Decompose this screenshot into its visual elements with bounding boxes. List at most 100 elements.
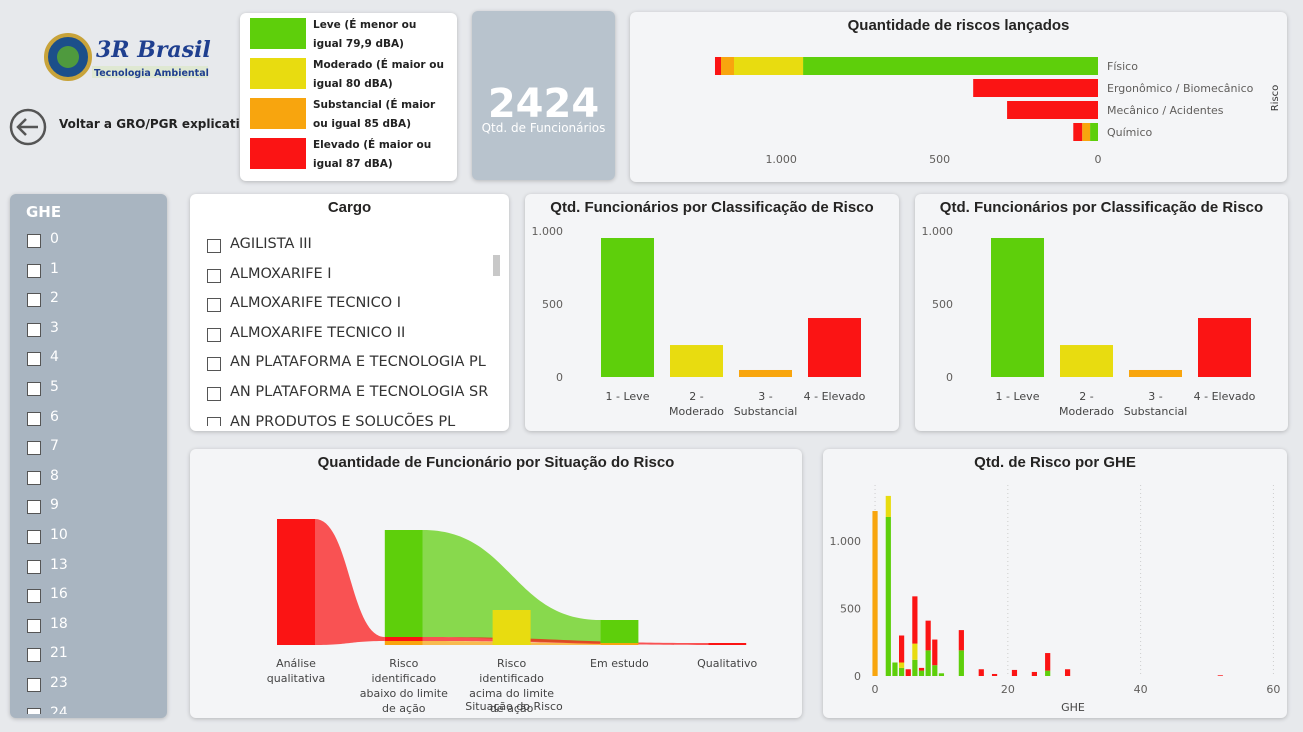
slicer-item[interactable]: 5 [50, 379, 59, 395]
slicer-item[interactable]: ALMOXARIFE TECNICO II [230, 324, 406, 341]
slicer-item[interactable]: 13 [50, 556, 68, 573]
chart [277, 519, 747, 645]
checkbox[interactable] [207, 416, 221, 426]
x-tick-label: Em estudo [590, 657, 649, 670]
bar-segment [1082, 123, 1091, 141]
slicer-item[interactable]: 16 [50, 586, 68, 603]
scrollbar[interactable] [493, 255, 500, 276]
cargo-slicer: Cargo AGILISTA III ALMOXARIFE I ALMOXARIFE… [190, 194, 509, 431]
y-tick-label: 0 [854, 670, 861, 683]
x-tick-label: 40 [1134, 683, 1148, 696]
slicer-item[interactable]: 6 [50, 408, 59, 425]
x-tick-label: 2 - Moderado [669, 390, 724, 418]
y-tick-label: Ergonômico / Biomecânico [1107, 82, 1254, 95]
checkbox[interactable] [27, 382, 41, 396]
slicer-item[interactable]: AN PLATAFORMA E TECNOLOGIA PL [230, 354, 486, 371]
slicer-item[interactable]: 8 [50, 467, 59, 484]
slicer-item[interactable]: 4 [50, 349, 59, 366]
checkbox[interactable] [27, 234, 41, 248]
x-tick-label: 1 - Leve [995, 390, 1040, 403]
y-tick-label: 1.000 [830, 535, 862, 548]
slicer-item[interactable]: AGILISTA III [230, 236, 312, 252]
chart-panel: Qtd. de Risco por GHE 0 20 40 60 0 500 1.000 GHE [823, 449, 1287, 718]
ribbon [315, 519, 385, 645]
chart: 0 500 1.000 [532, 225, 861, 384]
bar-segment [932, 665, 938, 676]
slicer-item[interactable]: 3 [50, 319, 59, 336]
y-tick-label: 500 [542, 298, 563, 311]
y-tick-label: 1.000 [532, 225, 564, 238]
slicer-item[interactable]: 23 [50, 675, 68, 691]
bar-segment [918, 670, 925, 676]
checkbox[interactable] [27, 293, 41, 308]
checkbox[interactable] [27, 441, 41, 456]
y-tick-label: 500 [932, 298, 953, 311]
checkbox[interactable] [27, 411, 41, 426]
slicer-item[interactable]: 1 [50, 260, 59, 277]
y-tick-label: 0 [946, 371, 953, 384]
slicer-item[interactable]: ALMOXARIFE I [230, 265, 332, 282]
checkbox[interactable] [207, 268, 221, 283]
chart: 0 500 1.000 [922, 225, 1251, 384]
chart-title: Qtd. Funcionários por Classificação de R… [550, 199, 874, 216]
bar [991, 238, 1044, 377]
checkbox[interactable] [27, 322, 41, 337]
card-label: Qtd. de Funcionários [481, 121, 606, 135]
column-segment [600, 643, 639, 645]
checkbox[interactable] [27, 530, 41, 544]
legend-swatch [250, 18, 306, 49]
column-segment [492, 610, 531, 645]
bar-segment [1045, 670, 1051, 676]
slicer-item[interactable]: 2 [50, 290, 59, 307]
slicer-item[interactable]: 21 [50, 645, 68, 662]
legend-swatch [250, 138, 306, 169]
x-tick-label: 60 [1266, 683, 1280, 696]
back-button[interactable]: Voltar a GRO/PGR explicativo [59, 117, 256, 131]
x-tick-label: Risco identificado abaixo do limite de a… [359, 657, 448, 715]
bar-segment [733, 57, 804, 75]
checkbox[interactable] [27, 500, 41, 515]
bar-segment [1045, 653, 1051, 671]
slicer-item[interactable]: 7 [50, 438, 59, 455]
checkbox[interactable] [27, 618, 41, 633]
slicer-item[interactable]: AN PLATAFORMA E TECNOLOGIA SR [230, 384, 489, 400]
checkbox[interactable] [27, 559, 41, 574]
checkbox[interactable] [207, 239, 221, 253]
slicer-item[interactable]: 0 [50, 231, 59, 247]
checkbox[interactable] [207, 298, 221, 313]
checkbox[interactable] [27, 352, 41, 367]
bar [808, 318, 861, 377]
checkbox[interactable] [27, 263, 41, 278]
x-tick-label: 0 [872, 683, 879, 696]
slicer-item[interactable]: 9 [50, 497, 59, 514]
slicer-item[interactable]: 10 [50, 527, 68, 543]
x-tick-label: Risco identificado acima do limite de aç… [469, 657, 555, 715]
slicer-item[interactable]: ALMOXARIFE TECNICO I [230, 295, 401, 312]
slicer-item[interactable]: AN PRODUTOS E SOLUÇÕES PL [230, 413, 456, 426]
slicer-title: Cargo [327, 199, 372, 216]
checkbox[interactable] [27, 589, 41, 604]
checkbox[interactable] [27, 648, 41, 663]
checkbox[interactable] [207, 327, 221, 342]
back-button-icon[interactable] [9, 108, 47, 146]
header-graphics: 3R Brasil Tecnologia Ambiental [9, 33, 211, 146]
checkbox[interactable] [27, 707, 41, 714]
ribbon [422, 530, 601, 643]
legend-swatch [250, 98, 306, 129]
checkbox[interactable] [207, 357, 221, 372]
bar-segment [958, 630, 964, 651]
bar-segment [1011, 669, 1018, 676]
slicer-title: GHE [26, 203, 62, 221]
slicer-item[interactable]: 24 [50, 704, 68, 714]
bar-segment [898, 662, 905, 668]
checkbox[interactable] [207, 387, 221, 401]
checkbox[interactable] [27, 678, 41, 692]
x-tick-label: 1.000 [765, 153, 797, 166]
x-tick-label: 500 [929, 153, 950, 166]
checkbox[interactable] [27, 470, 41, 485]
slicer-item[interactable]: 18 [50, 615, 68, 632]
axis-label: Situação do Risco [465, 700, 563, 713]
chart: 0 20 40 60 0 500 1.000 [830, 485, 1280, 696]
ghe-slicer: GHE 0 1 2 3 4 5 6 7 8 9 10 13 16 18 21 23 24 [10, 194, 167, 718]
